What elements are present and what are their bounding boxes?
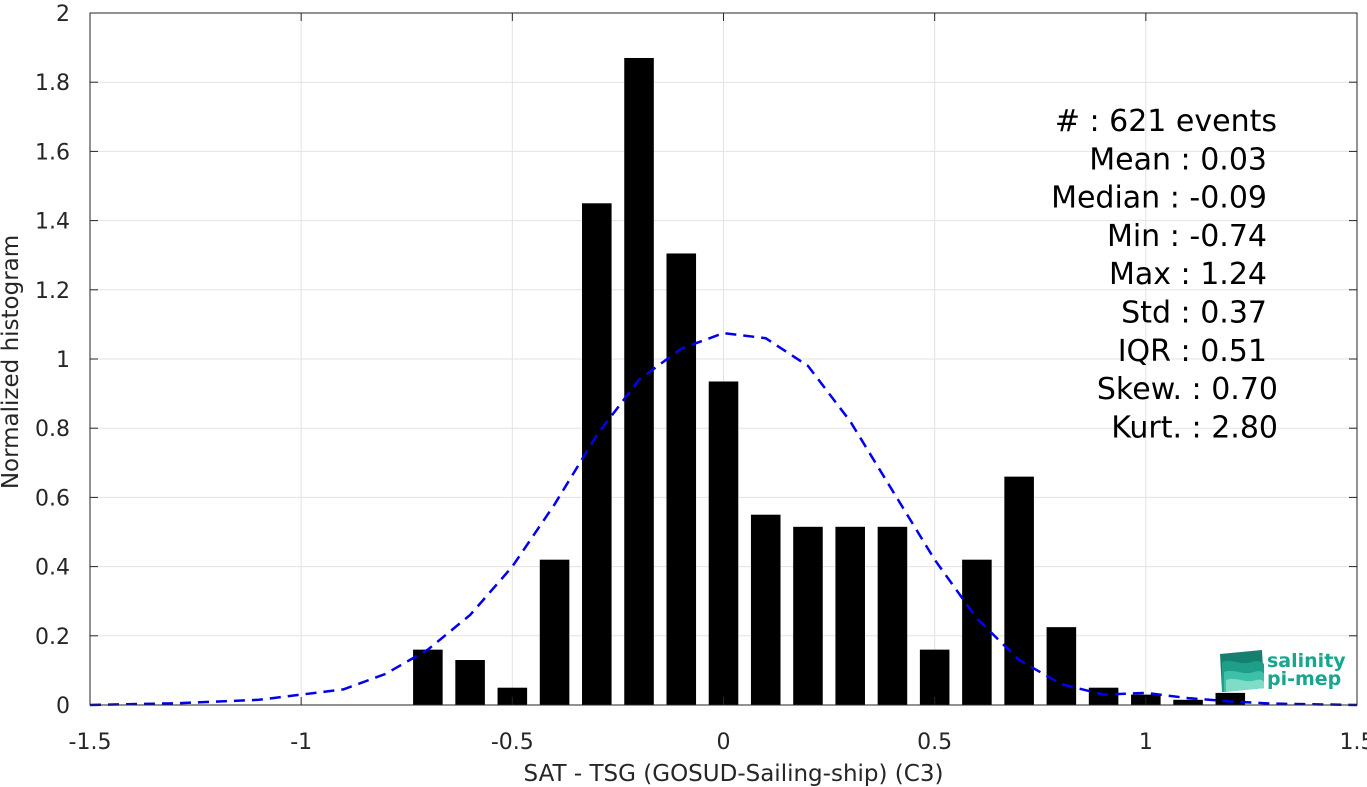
y-tick-label: 0.4 [35, 556, 70, 581]
histogram-bar [666, 253, 697, 705]
histogram-bar [919, 649, 950, 705]
stat-line: Median : -0.09 [1051, 181, 1267, 216]
x-axis-label: SAT - TSG (GOSUD-Sailing-ship) (C3) [524, 761, 944, 787]
stat-line: Skew. : 0.70 [1097, 372, 1278, 407]
normal-fit-curve [89, 331, 1358, 707]
stat-line: Min : -0.74 [1107, 219, 1267, 254]
y-tick-label: 1.8 [35, 71, 70, 96]
x-tick-label: -1.5 [69, 730, 112, 755]
x-tick-label: -1 [290, 730, 312, 755]
histogram-bar [708, 381, 739, 705]
x-tick-label: 1.5 [1340, 730, 1367, 755]
stat-line: IQR : 0.51 [1118, 334, 1267, 369]
y-tick-label: 1.4 [35, 210, 70, 235]
x-tick-label: -0.5 [491, 730, 534, 755]
histogram-bar [1173, 699, 1203, 705]
y-tick-label: 0.6 [35, 486, 70, 511]
histogram-bar [497, 687, 528, 705]
y-axis-label: Normalized histogram [0, 235, 24, 489]
y-tick-label: 2 [56, 2, 70, 27]
histogram-bars [413, 57, 1246, 706]
logo-text-line2: pi-mep [1267, 668, 1341, 690]
y-tick-label: 0.8 [35, 417, 70, 442]
histogram-bar [1088, 687, 1119, 705]
wave-logo-icon [1220, 650, 1264, 692]
stat-line: # : 621 events [1055, 104, 1277, 139]
x-tick-label: 0 [717, 730, 731, 755]
histogram-bar [455, 660, 485, 705]
histogram-bar [835, 526, 865, 705]
histogram-bar [1004, 476, 1034, 705]
histogram-bar [1046, 627, 1077, 705]
histogram-bar [750, 514, 781, 705]
y-tick-label: 1.6 [35, 140, 70, 165]
y-tick-label: 1 [56, 348, 70, 373]
y-tick-label: 0.2 [35, 625, 70, 650]
histogram-bar [962, 559, 992, 705]
histogram-bar [877, 526, 908, 705]
logo-text-line1: salinity [1267, 650, 1346, 672]
y-tick-label: 0 [56, 694, 70, 719]
salinity-pimep-logo: salinity pi-mep [1220, 650, 1346, 692]
stat-line: Mean : 0.03 [1089, 142, 1267, 177]
x-axis-ticks: -1.5 -1 -0.5 0 0.5 1 1.5 [69, 13, 1367, 755]
histogram-bar [539, 559, 570, 705]
stat-line: Max : 1.24 [1109, 257, 1267, 292]
y-axis-ticks: 0 0.2 0.4 0.6 0.8 1 1.2 1.4 1.6 1.8 2 [35, 2, 1357, 719]
y-tick-label: 1.2 [35, 279, 70, 304]
stat-line: Std : 0.37 [1121, 296, 1267, 331]
histogram-bar [582, 203, 612, 706]
histogram-bar [793, 526, 823, 705]
x-tick-label: 1 [1139, 730, 1153, 755]
stat-line: Kurt. : 2.80 [1111, 410, 1278, 445]
histogram-bar [413, 649, 443, 705]
x-tick-label: 0.5 [917, 730, 952, 755]
